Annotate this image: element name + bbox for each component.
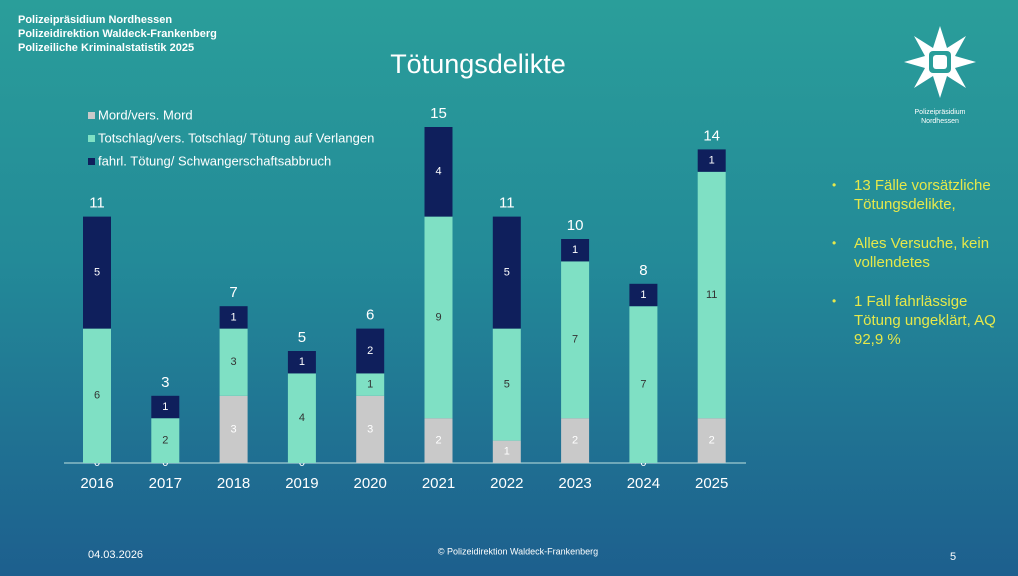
segment-label: 1 (299, 356, 305, 368)
segment-label: 2 (367, 345, 373, 357)
bar-segment (697, 171, 726, 419)
x-tick-label: 2019 (285, 475, 318, 492)
bar-segment (83, 216, 111, 329)
bar-segment (287, 351, 316, 374)
bar-segment (83, 328, 111, 463)
bar-segment (219, 306, 248, 329)
segment-label: 1 (162, 401, 168, 413)
total-label: 11 (499, 195, 515, 212)
total-label: 10 (567, 217, 584, 234)
total-label: 3 (161, 374, 169, 391)
note: 1 Fall fahrlässige Tötung ungeklärt, AQ … (832, 292, 1002, 349)
segment-label: 1 (504, 446, 510, 458)
bar-segment (697, 418, 726, 463)
segment-label: 9 (435, 311, 441, 323)
segment-label: 7 (640, 379, 646, 391)
bar-segment (561, 261, 590, 419)
total-label: 5 (298, 329, 306, 346)
total-label: 15 (430, 105, 447, 122)
segment-label: 2 (162, 435, 168, 447)
x-tick-label: 2020 (354, 475, 387, 492)
total-label: 6 (366, 307, 374, 324)
notes: 13 Fälle vorsätzliche Tötungsdelikte, Al… (832, 176, 1002, 369)
bar-segment (219, 328, 248, 396)
bar-segment (219, 395, 248, 463)
bar-segment (424, 418, 453, 463)
bar-segment (151, 418, 180, 463)
segment-label: 2 (435, 435, 441, 447)
bar-segment (561, 239, 590, 262)
total-label: 8 (639, 262, 647, 279)
legend-swatch (88, 112, 95, 119)
bar-segment (492, 328, 521, 441)
bar-segment (697, 149, 726, 172)
x-tick-label: 2017 (149, 475, 182, 492)
segment-label: 1 (367, 379, 373, 391)
bar-segment (287, 373, 316, 463)
logo-text: Polizeipräsidium (915, 109, 966, 116)
bar-segment (424, 127, 453, 217)
total-label: 11 (89, 195, 105, 212)
segment-label: 6 (94, 390, 100, 402)
legend-label: Mord/vers. Mord (98, 107, 193, 122)
bar-segment (492, 440, 521, 463)
segment-label: 11 (706, 289, 717, 301)
segment-label: 1 (231, 311, 237, 323)
legend-label: Totschlag/vers. Totschlag/ Tötung auf Ve… (98, 130, 374, 145)
footer-copyright: © Polizeidirektion Waldeck-Frankenberg (438, 546, 598, 556)
logo-shield-inner (933, 55, 947, 69)
logo-text: Nordhessen (921, 118, 959, 125)
footer-date: 04.03.2026 (88, 549, 143, 561)
segment-label: 3 (367, 423, 373, 435)
x-tick-label: 2023 (558, 475, 591, 492)
bar-segment (151, 395, 180, 419)
x-tick-label: 2021 (422, 475, 455, 492)
logo (904, 26, 976, 98)
segment-label: 1 (709, 155, 715, 167)
bar-segment (424, 216, 453, 419)
segment-label: 7 (572, 334, 578, 346)
segment-label: 4 (299, 412, 305, 424)
header-line: Polizeipräsidium Nordhessen (18, 14, 173, 26)
footer-page: 5 (950, 551, 956, 563)
legend-swatch (88, 158, 95, 165)
bar-segment (356, 373, 385, 396)
segment-label: 2 (572, 435, 578, 447)
bar-segment (356, 328, 385, 374)
segment-label: 5 (504, 267, 510, 279)
total-label: 14 (703, 127, 720, 144)
x-tick-label: 2022 (490, 475, 523, 492)
segment-label: 4 (435, 166, 441, 178)
segment-label: 1 (640, 289, 646, 301)
segment-label: 1 (572, 244, 578, 256)
bar-segment (561, 418, 590, 463)
legend-swatch (88, 135, 95, 142)
x-tick-label: 2018 (217, 475, 250, 492)
bar-segment (629, 306, 658, 463)
segment-label: 3 (231, 423, 237, 435)
x-tick-label: 2024 (627, 475, 660, 492)
header-line: Polizeidirektion Waldeck-Frankenberg (18, 28, 217, 40)
segment-label: 2 (709, 435, 715, 447)
note: Alles Versuche, kein vollendetes (832, 234, 1002, 272)
note: 13 Fälle vorsätzliche Tötungsdelikte, (832, 176, 1002, 214)
segment-label: 3 (231, 356, 237, 368)
bar-segment (629, 283, 658, 307)
segment-label: 5 (504, 379, 510, 391)
x-tick-label: 2025 (695, 475, 728, 492)
chart-title: Tötungsdelikte (390, 49, 566, 79)
total-label: 7 (229, 284, 237, 301)
header-line: Polizeiliche Kriminalstatistik 2025 (18, 42, 195, 54)
bar-segment (492, 216, 521, 329)
bar-segment (356, 395, 385, 463)
x-tick-label: 2016 (80, 475, 113, 492)
segment-label: 5 (94, 267, 100, 279)
legend-label: fahrl. Tötung/ Schwangerschaftsabbruch (98, 153, 331, 168)
